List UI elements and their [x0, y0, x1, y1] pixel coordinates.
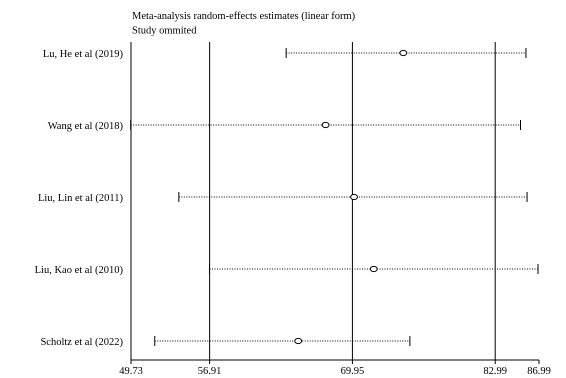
reference-lines [209, 42, 496, 360]
study-label: Lu, He et al (2019) [43, 49, 124, 60]
point-estimate [294, 337, 303, 345]
point-estimate [321, 121, 330, 129]
study-row: Lu, He et al (2019) [43, 48, 527, 60]
x-tick-label: 69.95 [341, 366, 365, 377]
x-tick-label: 86.99 [527, 366, 551, 377]
x-tick-label: 82.99 [483, 366, 507, 377]
study-row: Liu, Kao et al (2010) [35, 264, 539, 276]
point-estimate [350, 193, 358, 201]
axis-layer: 49.73 56.91 69.95 82.99 86.99 [119, 42, 551, 377]
study-label: Liu, Kao et al (2010) [35, 265, 124, 276]
chart-subtitle: Study ommited [132, 26, 197, 37]
study-label: Wang et al (2018) [48, 121, 124, 132]
point-estimate [399, 49, 408, 57]
study-rows: Lu, He et al (2019) Wang et al (2018) Liu,… [35, 48, 539, 348]
study-label: Liu, Lin et al (2011) [38, 193, 124, 204]
x-tick-label: 56.91 [198, 366, 222, 377]
x-tick-label: 49.73 [119, 366, 143, 377]
study-row: Scholtz et al (2022) [40, 336, 411, 348]
chart-title: Meta-analysis random-effects estimates (… [132, 11, 356, 22]
study-label: Scholtz et al (2022) [40, 337, 123, 348]
study-row: Wang et al (2018) [48, 120, 521, 132]
point-estimate [369, 265, 378, 273]
study-row: Liu, Lin et al (2011) [38, 192, 528, 204]
